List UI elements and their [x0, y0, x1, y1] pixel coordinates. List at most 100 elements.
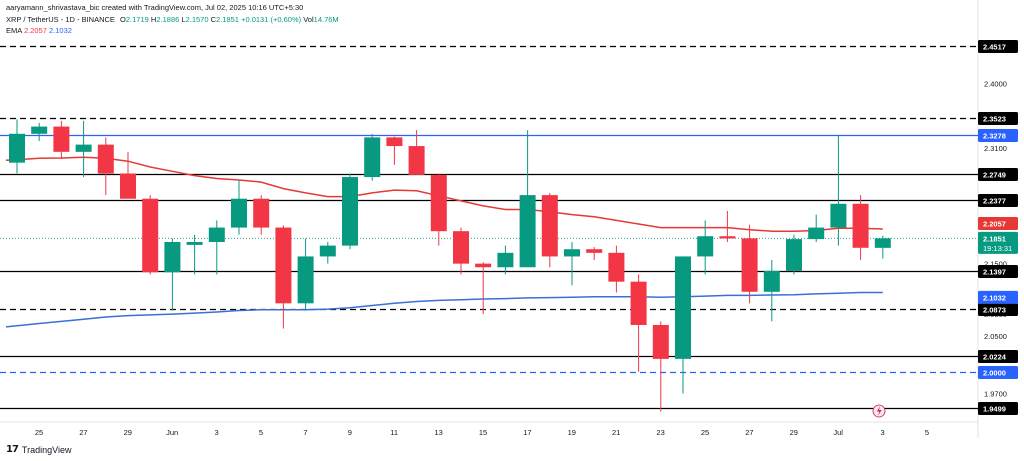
candle: [386, 136, 403, 165]
candle-body: [253, 198, 270, 228]
candle: [319, 242, 336, 264]
low-label: L: [181, 15, 186, 24]
time-tick-label: 27: [745, 428, 753, 437]
volume-label: Vol: [303, 15, 314, 24]
price-tag: 2.1032: [978, 290, 1018, 304]
volume-value: 14.76M: [313, 15, 339, 24]
candle-body: [408, 146, 425, 175]
candle-body: [652, 324, 669, 359]
level-price-tag: 1.9499: [978, 402, 1018, 415]
candle-body: [364, 137, 381, 178]
candle-body: [208, 227, 225, 243]
candle: [564, 242, 580, 286]
countdown-label: 19:13:31: [983, 244, 1012, 253]
candle: [453, 227, 469, 275]
candle-body: [541, 195, 558, 257]
candle-body: [31, 126, 48, 134]
candle: [53, 120, 70, 160]
level-price-tag: 2.2377: [978, 194, 1018, 207]
close-label: C: [210, 15, 217, 24]
time-tick-label: 19: [568, 428, 576, 437]
level-tag-bg: [978, 350, 1018, 363]
level-price-tag: 2.0000: [978, 366, 1018, 379]
candle-body: [630, 281, 647, 325]
ema-label: EMA: [6, 26, 22, 35]
candle: [697, 220, 714, 275]
candle: [719, 210, 736, 243]
candle-body: [808, 227, 825, 240]
ema-legend[interactable]: EMA 2.2057 2.1032: [6, 26, 72, 35]
candle-body: [53, 126, 70, 152]
time-tick-label: 25: [35, 428, 43, 437]
level-tag-label: 2.4517: [983, 43, 1006, 52]
price-tag-label: 2.1032: [983, 293, 1006, 302]
time-tick-label: Jul: [833, 428, 843, 437]
ema-blue-line: [5, 291, 883, 328]
time-tick-label: 29: [124, 428, 132, 437]
candle: [208, 220, 225, 275]
candle-body: [186, 242, 203, 245]
level-tag-bg: [978, 129, 1018, 142]
price-tag-bg: [978, 216, 1018, 230]
change-value: +0.0131 (+0.60%): [241, 15, 302, 24]
time-tick-label: 25: [701, 428, 709, 437]
candle: [342, 173, 358, 250]
candle: [630, 274, 647, 372]
candle-body: [586, 249, 603, 253]
candle: [97, 137, 114, 196]
tradingview-logo[interactable]: 17 TradingView: [6, 444, 71, 455]
level-tag-bg: [978, 168, 1018, 181]
candle: [763, 260, 780, 322]
candle-body: [120, 173, 136, 199]
level-tag-bg: [978, 303, 1018, 316]
level-tag-bg: [978, 40, 1018, 53]
candle-body: [9, 133, 25, 163]
open-label: O: [120, 15, 126, 24]
candle-body: [142, 198, 159, 273]
candle-body: [231, 198, 247, 228]
time-tick-label: 5: [925, 428, 929, 437]
candle: [275, 225, 292, 329]
symbol-label[interactable]: XRP / TetherUS - 1D - BINANCE: [6, 15, 115, 24]
price-tick-label: 2.0500: [984, 332, 1007, 341]
candle-body: [719, 236, 736, 239]
candle: [541, 192, 558, 268]
time-tick-label: 5: [259, 428, 263, 437]
candle: [852, 195, 869, 261]
candle-body: [342, 177, 358, 246]
tradingview-mark-icon: 17: [6, 444, 19, 455]
level-price-tag: 2.3278: [978, 129, 1018, 142]
level-tag-bg: [978, 112, 1018, 125]
price-tick-label: 2.1500: [984, 260, 1007, 269]
level-price-tag: 2.2749: [978, 168, 1018, 181]
symbol-ohlc-line: XRP / TetherUS - 1D - BINANCE O2.1719 H2…: [6, 15, 339, 24]
level-tag-label: 2.0873: [983, 306, 1006, 315]
candle: [830, 135, 847, 246]
candle-body: [497, 252, 514, 268]
candle: [741, 224, 758, 304]
candle: [675, 256, 691, 394]
level-tag-bg: [978, 265, 1018, 278]
candle: [786, 234, 802, 275]
level-price-tag: 2.4517: [978, 40, 1018, 53]
level-tag-label: 2.0000: [983, 369, 1006, 378]
candle-body: [852, 203, 869, 248]
level-price-tag: 2.0873: [978, 303, 1018, 316]
candle-body: [297, 256, 314, 304]
high-value: 2.1886: [156, 15, 180, 24]
time-tick-label: 9: [348, 428, 352, 437]
candle: [253, 195, 270, 235]
time-tick-label: 13: [434, 428, 442, 437]
price-tick-label: 1.9700: [984, 389, 1007, 398]
price-tick-label: 2.3100: [984, 144, 1007, 153]
lightning-icon-bolt: [877, 406, 882, 416]
candle: [75, 120, 92, 178]
candle-body: [786, 239, 802, 271]
candle: [408, 130, 425, 175]
candle-body: [741, 238, 758, 292]
open-value: 2.1719: [125, 15, 149, 24]
candle-body: [319, 245, 336, 257]
time-tick-label: 3: [881, 428, 885, 437]
